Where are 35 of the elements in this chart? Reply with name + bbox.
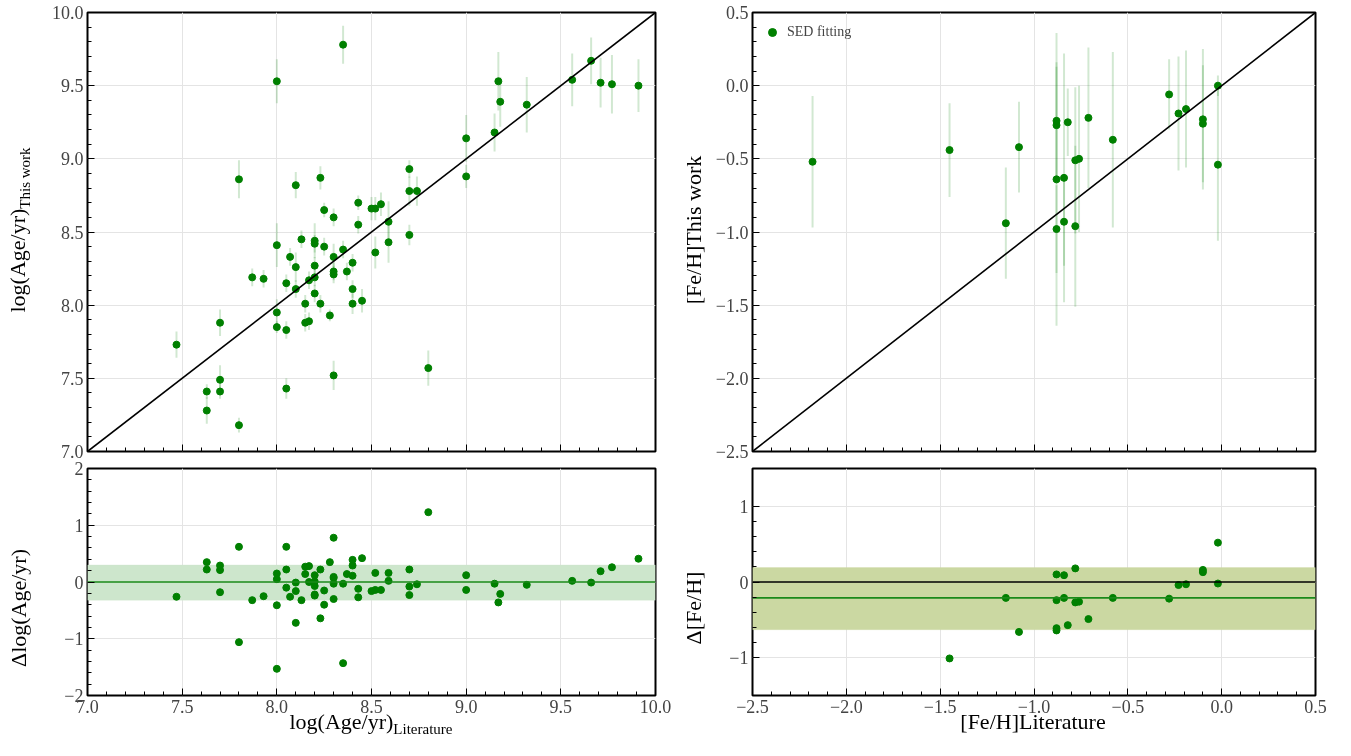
x-tick-label: 8.0 <box>265 696 289 717</box>
x-tick-label: 0.5 <box>1304 696 1327 717</box>
y-tick-label: 8.0 <box>61 295 84 316</box>
y-tick-label: 0 <box>74 572 84 593</box>
y-tick-label: −2.5 <box>715 442 749 462</box>
x-tick-label: −2.0 <box>830 696 863 717</box>
x-tick-label: 9.0 <box>454 696 478 717</box>
x-tick-label: 10.0 <box>639 696 672 717</box>
y-tick-label: 9.0 <box>61 149 84 170</box>
x-tick-label: 0.0 <box>1210 696 1233 717</box>
y-tick-label: 0.0 <box>726 76 749 97</box>
y-tick-label: 7.0 <box>61 442 84 462</box>
y-axis-title: [Fe/H]This work <box>680 155 708 305</box>
y-tick-label: −1 <box>64 629 84 650</box>
x-tick-label: −1.5 <box>923 696 957 717</box>
y-tick-label: −1.0 <box>715 222 749 243</box>
y-tick-label: −2.0 <box>715 368 749 389</box>
x-tick-label: 7.5 <box>170 696 194 717</box>
y-tick-label: 8.5 <box>61 222 84 243</box>
y-tick-label: −1 <box>729 648 749 669</box>
y-tick-label: −1.5 <box>715 295 749 316</box>
x-tick-label: −0.5 <box>1111 696 1145 717</box>
y-tick-label: 7.5 <box>61 368 84 389</box>
y-tick-label: 9.5 <box>61 76 84 97</box>
legend-label: SED fitting <box>787 24 852 40</box>
y-tick-label: 0.5 <box>726 3 749 23</box>
y-tick-label: 1 <box>739 496 749 517</box>
y-tick-label: 1 <box>74 515 84 536</box>
x-tick-label: 9.5 <box>549 696 573 717</box>
y-tick-label: 2 <box>74 459 84 479</box>
y-tick-label: −0.5 <box>715 149 749 170</box>
y-axis-title: Δ[Fe/H] <box>680 571 708 645</box>
y-tick-label: 0 <box>739 572 749 593</box>
y-tick-label: 10.0 <box>52 3 84 23</box>
y-axis-title: Δlog(Age/yr) <box>5 548 33 668</box>
